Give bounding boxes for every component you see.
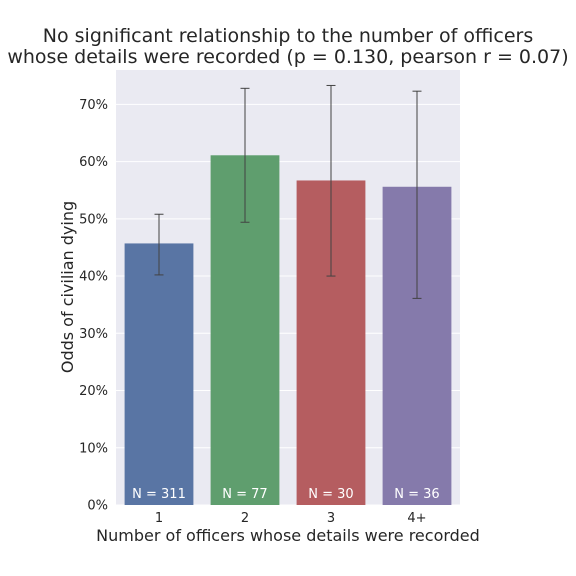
x-tick-label: 3 bbox=[327, 511, 335, 526]
count-labels: N = 311 N = 77 N = 30 N = 36 bbox=[132, 487, 440, 502]
chart-title-line-2: whose details were recorded (p = 0.130, … bbox=[7, 46, 568, 68]
y-tick-label: 10% bbox=[79, 441, 108, 456]
y-tick-label: 50% bbox=[79, 212, 108, 227]
count-label: N = 30 bbox=[308, 487, 353, 502]
y-tick-label: 70% bbox=[79, 98, 108, 113]
error-bar-2 bbox=[240, 87, 250, 223]
error-bar-4 bbox=[412, 90, 422, 299]
y-tick-label: 40% bbox=[79, 270, 108, 285]
y-tick-label: 20% bbox=[79, 384, 108, 399]
x-axis-label: Number of officers whose details were re… bbox=[96, 526, 480, 545]
bar-1 bbox=[124, 243, 194, 506]
y-axis-label: Odds of civilian dying bbox=[58, 201, 77, 373]
bars bbox=[124, 155, 452, 506]
count-label: N = 311 bbox=[132, 487, 186, 502]
y-tick-label: 60% bbox=[79, 155, 108, 170]
error-bar-1 bbox=[154, 213, 164, 276]
count-label: N = 77 bbox=[222, 487, 267, 502]
error-bars bbox=[154, 84, 422, 299]
y-tick-labels: 0% 10% 20% 30% 40% 50% 60% 70% bbox=[79, 98, 108, 514]
x-tick-label: 4+ bbox=[407, 511, 426, 526]
y-tick-label: 0% bbox=[87, 499, 108, 514]
y-tick-label: 30% bbox=[79, 327, 108, 342]
error-bar-3 bbox=[326, 84, 336, 277]
count-label: N = 36 bbox=[394, 487, 439, 502]
x-tick-label: 2 bbox=[241, 511, 249, 526]
x-tick-label: 1 bbox=[155, 511, 163, 526]
x-tick-labels: 1 2 3 4+ bbox=[155, 511, 427, 526]
chart-title-line-1: No significant relationship to the numbe… bbox=[43, 25, 533, 47]
